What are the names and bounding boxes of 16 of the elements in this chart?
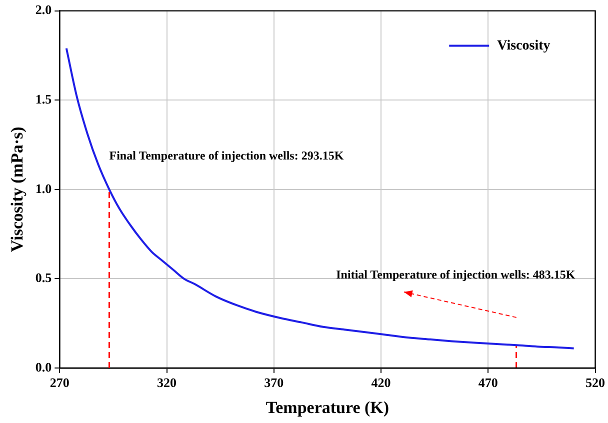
x-tick-label: 470 xyxy=(478,375,498,390)
y-tick-label: 1.0 xyxy=(35,180,52,196)
x-tick-label: 320 xyxy=(157,375,177,390)
y-tick-label: 1.5 xyxy=(35,91,52,106)
annotation: Initial Temperature of injection wells: 483.15K xyxy=(336,268,576,282)
x-tick-label: 520 xyxy=(586,375,605,390)
y-axis-title: Viscosity (mPa·s) xyxy=(8,126,27,252)
legend-label: Viscosity xyxy=(497,38,550,54)
x-tick-label: 370 xyxy=(264,375,284,390)
x-tick-label: 270 xyxy=(50,375,70,390)
x-tick-label: 420 xyxy=(371,375,391,390)
x-axis-title: Temperature (K) xyxy=(266,398,390,418)
annotation: Final Temperature of injection wells: 293.15K xyxy=(109,148,344,162)
y-tick-label: 0.5 xyxy=(35,270,52,286)
y-tick-label: 2.0 xyxy=(35,2,52,18)
y-tick-label: 0.0 xyxy=(35,359,52,374)
